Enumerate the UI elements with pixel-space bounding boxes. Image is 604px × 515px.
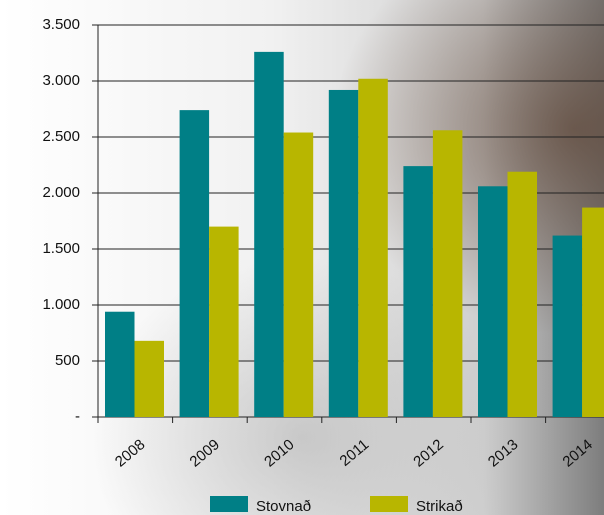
bar — [209, 226, 239, 417]
y-tick-label: 3.000 — [42, 72, 80, 89]
bar — [478, 186, 508, 417]
bar — [328, 89, 359, 418]
bar — [283, 132, 314, 417]
bar — [582, 207, 604, 417]
y-tick-label: 1.000 — [42, 296, 80, 313]
bar — [105, 311, 135, 417]
legend-label: Stovnað — [256, 498, 311, 515]
bar — [179, 110, 210, 418]
legend-label: Strikað — [416, 498, 463, 515]
legend-swatch — [210, 496, 248, 512]
bar — [254, 51, 284, 417]
bar — [552, 235, 583, 417]
y-tick-label: 1.500 — [42, 240, 80, 257]
y-tick-label: 500 — [55, 352, 80, 369]
legend-swatch — [370, 496, 408, 512]
bar — [403, 166, 433, 417]
bar — [507, 171, 537, 417]
bar — [358, 78, 388, 417]
bar — [432, 130, 463, 417]
y-tick-label: - — [75, 408, 80, 425]
y-tick-label: 2.000 — [42, 184, 80, 201]
bar — [134, 340, 164, 417]
y-tick-label: 3.500 — [42, 16, 80, 33]
y-tick-label: 2.500 — [42, 128, 80, 145]
